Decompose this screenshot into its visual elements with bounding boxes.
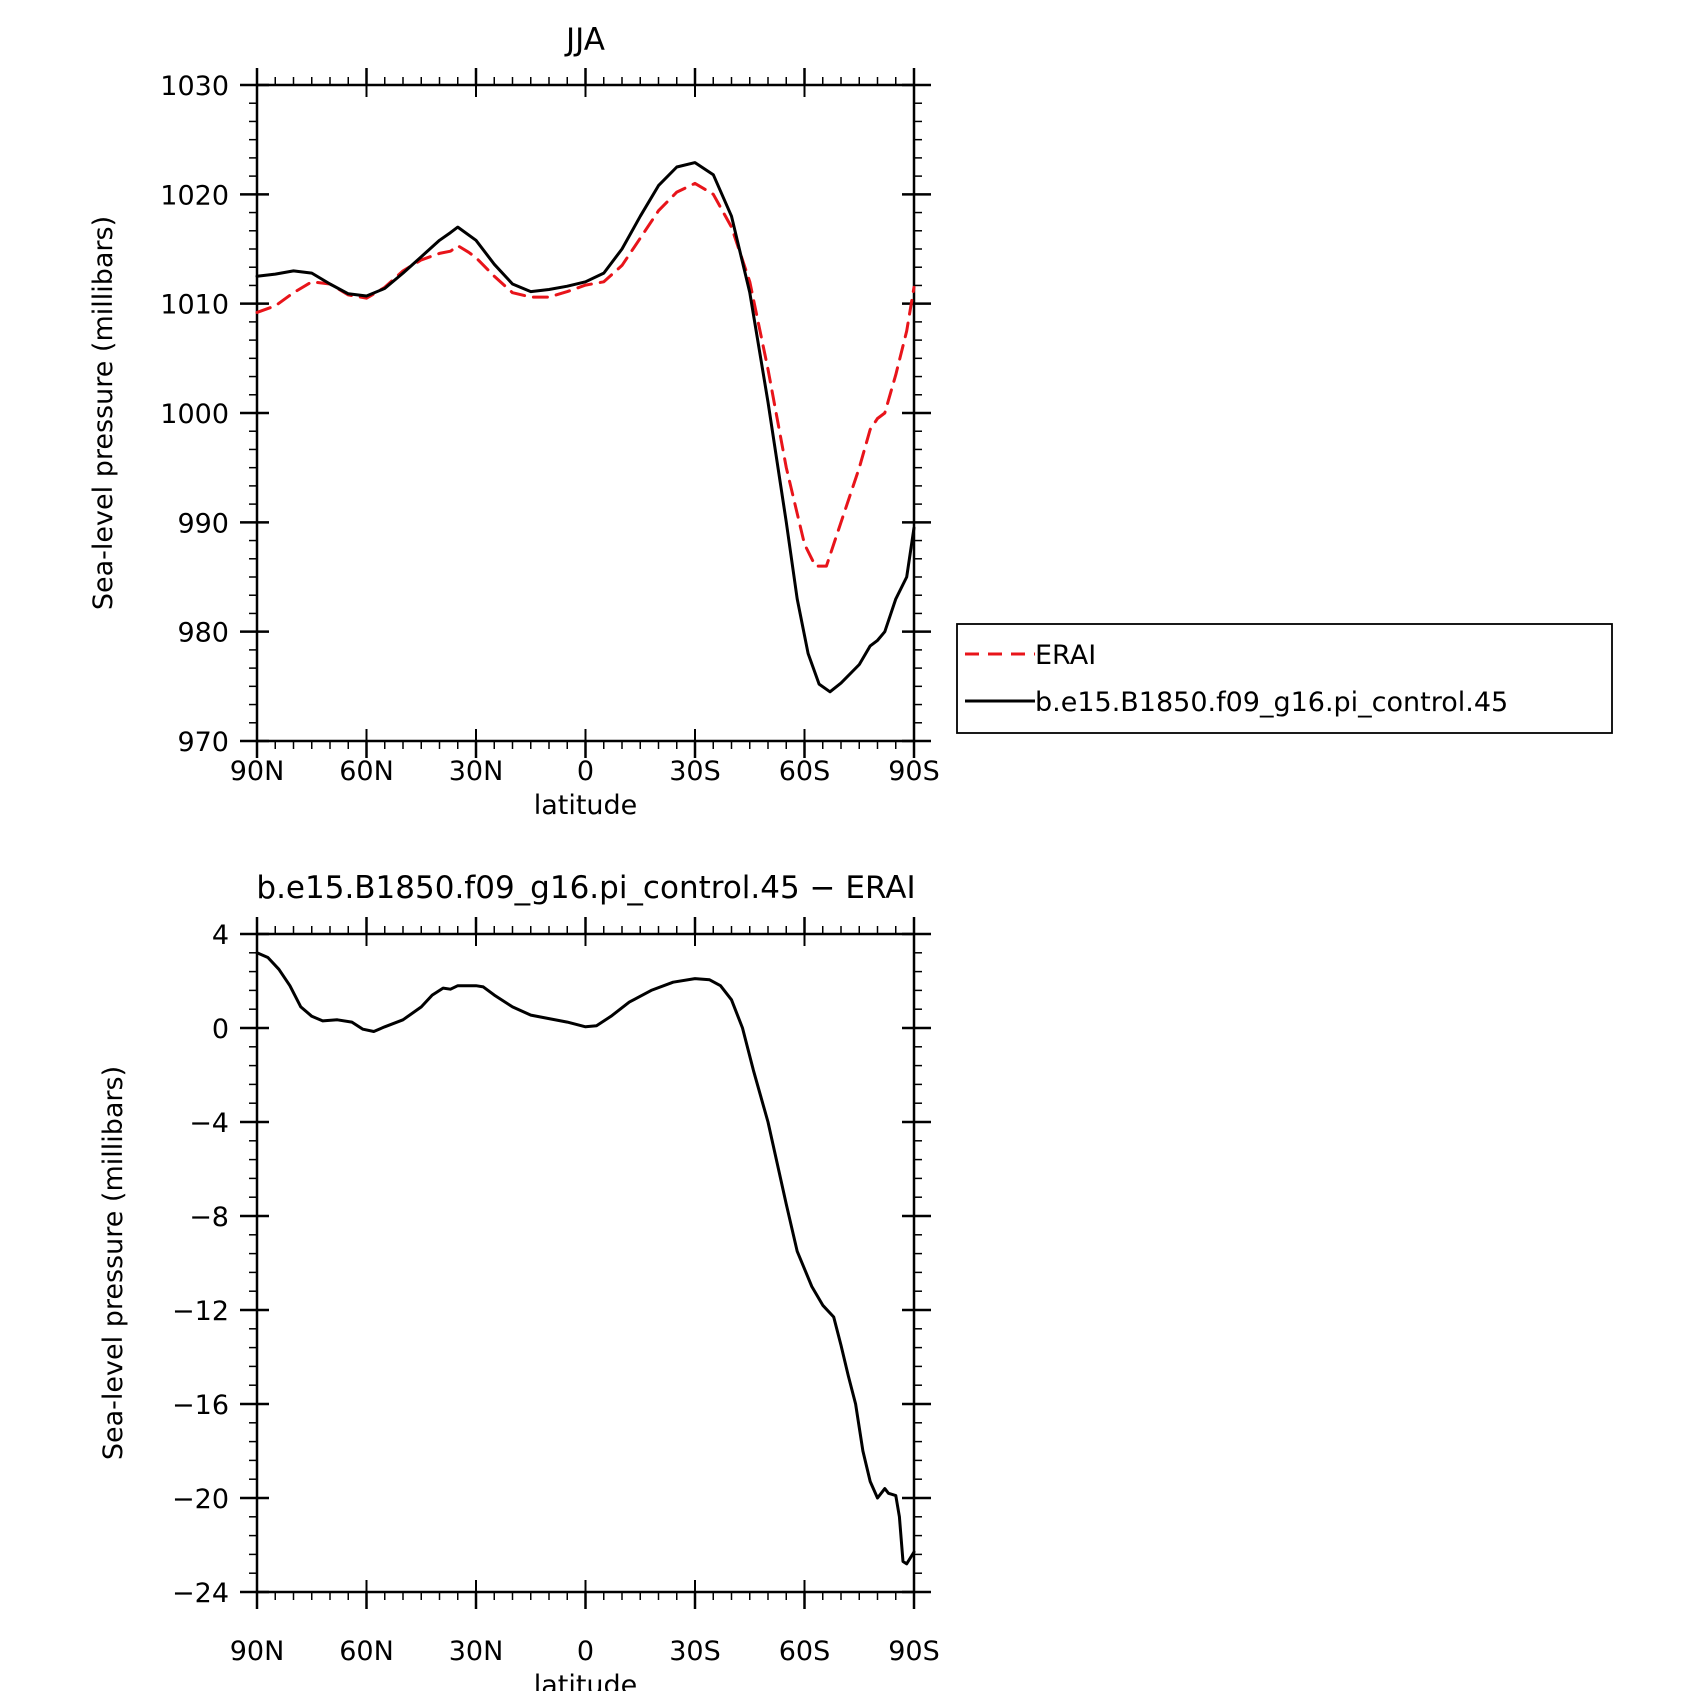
y-tick-label: 1020 <box>160 180 229 211</box>
y-tick-label: 4 <box>212 920 229 951</box>
x-tick-label: 90S <box>888 756 940 787</box>
x-tick-label: 90N <box>230 756 285 787</box>
plot-frame <box>255 932 916 1594</box>
legend-label: ERAI <box>1035 640 1096 671</box>
y-tick-label: 980 <box>177 618 229 649</box>
x-tick-label: 90S <box>888 1636 940 1667</box>
x-tick-label: 60N <box>339 756 394 787</box>
x-axis-label: latitude <box>534 1670 638 1691</box>
chart-title: JJA <box>564 22 605 58</box>
legend-box <box>956 623 1613 734</box>
x-tick-label: 30N <box>449 756 504 787</box>
series-line-0 <box>255 951 916 1566</box>
x-tick-label: 60N <box>339 1636 394 1667</box>
y-axis-label: Sea-level pressure (millibars) <box>98 1066 129 1460</box>
y-tick-label: −4 <box>189 1108 229 1139</box>
y-tick-label: −8 <box>189 1202 229 1233</box>
y-tick-label: −24 <box>172 1578 229 1609</box>
x-axis-label: latitude <box>534 790 638 821</box>
y-tick-label: 0 <box>212 1014 229 1045</box>
x-tick-label: 60S <box>779 756 831 787</box>
chart-panel-bottom: b.e15.B1850.f09_g16.pi_control.45 − ERAI… <box>98 870 940 1691</box>
series-line-b-e15-b1850-f09-g16-pi-control-45 <box>255 161 916 694</box>
chart-title: b.e15.B1850.f09_g16.pi_control.45 − ERAI <box>256 870 915 906</box>
y-tick-label: 1010 <box>160 290 229 321</box>
plot-frame <box>255 83 916 743</box>
legend: ERAI b.e15.B1850.f09_g16.pi_control.45 <box>956 623 1613 734</box>
y-tick-label: 1030 <box>160 71 229 102</box>
x-tick-label: 0 <box>577 756 594 787</box>
y-tick-label: −12 <box>172 1296 229 1327</box>
x-tick-label: 60S <box>779 1636 831 1667</box>
chart-panel-top: JJA 90N 60N 30N 0 30S 60S 90S 970 980 990 1000 1010 1… <box>88 22 1613 821</box>
x-tick-label: 0 <box>577 1636 594 1667</box>
y-tick-label: 990 <box>177 508 229 539</box>
legend-label: b.e15.B1850.f09_g16.pi_control.45 <box>1035 687 1508 718</box>
y-tick-label: 1000 <box>160 399 229 430</box>
y-tick-label: −20 <box>172 1484 229 1515</box>
x-tick-label: 90N <box>230 1636 285 1667</box>
y-axis-label: Sea-level pressure (millibars) <box>88 216 119 610</box>
y-tick-label: −16 <box>172 1390 229 1421</box>
x-tick-label: 30N <box>449 1636 504 1667</box>
y-tick-label: 970 <box>177 727 229 758</box>
x-tick-label: 30S <box>669 756 721 787</box>
x-tick-label: 30S <box>669 1636 721 1667</box>
series-line-erai <box>255 181 916 568</box>
